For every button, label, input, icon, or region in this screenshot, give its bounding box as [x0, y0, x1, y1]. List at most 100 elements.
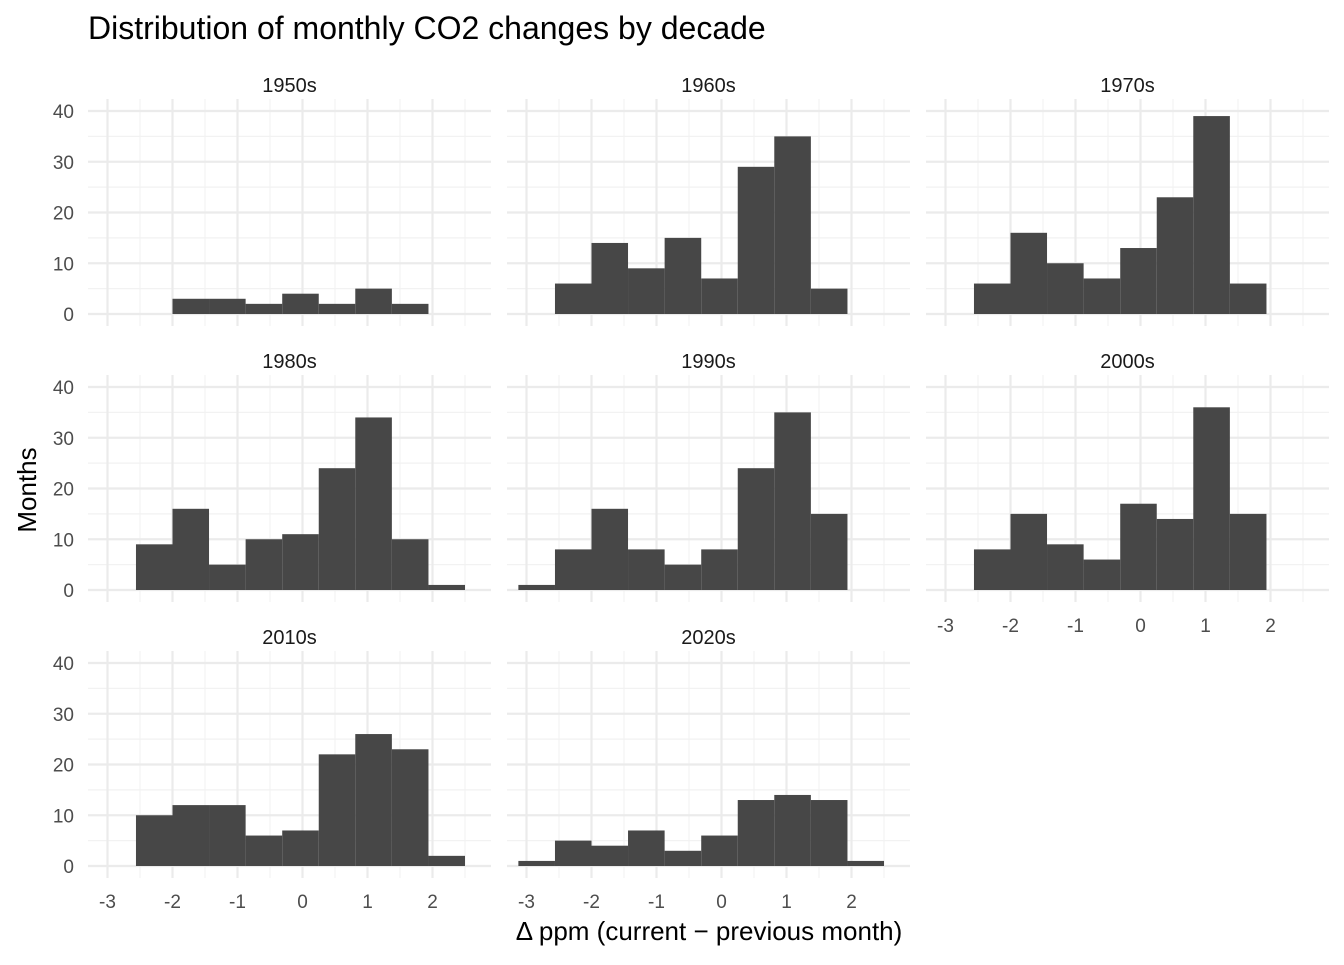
histogram-bar	[664, 850, 702, 866]
y-tick-label: 0	[63, 581, 74, 602]
panel-2010s: 2010s 0 10 20 30 40 -3 -2 -1 0 1 2	[53, 627, 491, 913]
histogram-bar	[1193, 407, 1230, 590]
y-tick-label: 20	[53, 480, 74, 501]
histogram-bar	[973, 549, 1011, 590]
histogram-bar	[554, 283, 592, 314]
x-axis-title: Δ ppm (current − previous month)	[516, 916, 903, 946]
y-axis-title: Months	[12, 447, 42, 532]
panel-strip-label: 2000s	[1100, 351, 1155, 373]
histogram-bar	[737, 166, 775, 314]
histogram-bar	[355, 734, 392, 866]
panel-2000s: 2000s -3 -2 -1 0 1 2	[926, 351, 1329, 637]
x-tick-label: 2	[846, 892, 857, 913]
x-tick-label: -1	[648, 892, 665, 913]
y-tick-label: 20	[53, 204, 74, 225]
histogram-bar	[209, 564, 246, 590]
histogram-bar	[1010, 513, 1048, 590]
histogram-bar	[1229, 513, 1267, 590]
histogram-bar	[810, 800, 848, 866]
x-tick-label: 1	[362, 892, 373, 913]
histogram-bar	[774, 412, 811, 590]
y-tick-label: 0	[63, 305, 74, 326]
panel-strip-label: 1980s	[262, 351, 317, 373]
panel-strip-label: 1990s	[681, 351, 736, 373]
y-tick-label: 10	[53, 254, 74, 275]
histogram-bar	[1156, 197, 1194, 314]
y-tick-label: 30	[53, 153, 74, 174]
histogram-bar	[245, 835, 283, 866]
histogram-bar	[1047, 544, 1084, 590]
histogram-bar	[1229, 283, 1267, 314]
histogram-bar	[701, 835, 738, 866]
x-tick-label: -2	[164, 892, 181, 913]
histogram-bar	[318, 303, 356, 314]
histogram-bar	[172, 508, 210, 590]
histogram-bar	[518, 584, 555, 590]
x-tick-label: -1	[1067, 616, 1084, 637]
histogram-bar	[1193, 116, 1230, 314]
x-tick-label: 2	[427, 892, 438, 913]
histogram-bar	[135, 544, 173, 590]
x-tick-label: 0	[716, 892, 727, 913]
histogram-bar	[282, 293, 319, 314]
histogram-bar	[737, 468, 775, 590]
histogram-bar	[355, 288, 392, 314]
histogram-bar	[810, 288, 848, 314]
histogram-bar	[518, 860, 555, 866]
histogram-bar	[391, 303, 429, 314]
histogram-bar	[282, 534, 319, 590]
panel-strip-label: 1960s	[681, 75, 736, 97]
y-tick-label: 40	[53, 654, 74, 675]
x-tick-label: 2	[1265, 616, 1276, 637]
histogram-bar	[1010, 232, 1048, 314]
y-tick-label: 10	[53, 806, 74, 827]
histogram-bar	[591, 242, 629, 314]
x-tick-label: 1	[781, 892, 792, 913]
panel-strip-label: 1950s	[262, 75, 317, 97]
histogram-bar	[591, 508, 629, 590]
x-tick-label: -2	[583, 892, 600, 913]
y-tick-label: 30	[53, 705, 74, 726]
histogram-bar	[628, 268, 665, 314]
histogram-bar	[1047, 263, 1084, 314]
histogram-bar	[245, 539, 283, 590]
histogram-bar	[973, 283, 1011, 314]
x-tick-label: 0	[297, 892, 308, 913]
histogram-bar	[664, 237, 702, 314]
histogram-bar	[591, 845, 629, 866]
histogram-bar	[737, 800, 775, 866]
histogram-bar	[1083, 559, 1121, 590]
x-tick-label: 1	[1200, 616, 1211, 637]
histogram-bar	[209, 805, 246, 866]
histogram-bar	[701, 549, 738, 590]
x-tick-label: 0	[1135, 616, 1146, 637]
panel-2020s: 2020s -3 -2 -1 0 1 2	[507, 627, 910, 913]
histogram-bar	[282, 830, 319, 866]
y-tick-label: 0	[63, 857, 74, 878]
histogram-bar	[391, 749, 429, 866]
chart-title: Distribution of monthly CO2 changes by d…	[88, 10, 766, 46]
histogram-bar	[701, 278, 738, 314]
x-tick-label: -3	[518, 892, 535, 913]
histogram-bar	[318, 468, 356, 590]
panel-1980s: 1980s 0 10 20 30 40	[53, 351, 491, 602]
x-tick-label: -1	[229, 892, 246, 913]
panel-1990s: 1990s	[507, 351, 910, 602]
histogram-bar	[774, 794, 811, 866]
histogram-bar	[428, 584, 465, 590]
y-tick-label: 30	[53, 429, 74, 450]
histogram-bar	[1083, 278, 1121, 314]
histogram-bar	[355, 417, 392, 590]
histogram-bar	[1120, 248, 1157, 314]
histogram-bar	[428, 855, 465, 866]
x-tick-label: -3	[99, 892, 116, 913]
panel-1960s: 1960s	[507, 75, 910, 326]
histogram-bar	[774, 136, 811, 314]
histogram-bar	[628, 549, 665, 590]
y-tick-label: 40	[53, 102, 74, 123]
histogram-bar	[172, 805, 210, 866]
panel-1950s: 1950s 0 10 20 30 40	[53, 75, 491, 326]
